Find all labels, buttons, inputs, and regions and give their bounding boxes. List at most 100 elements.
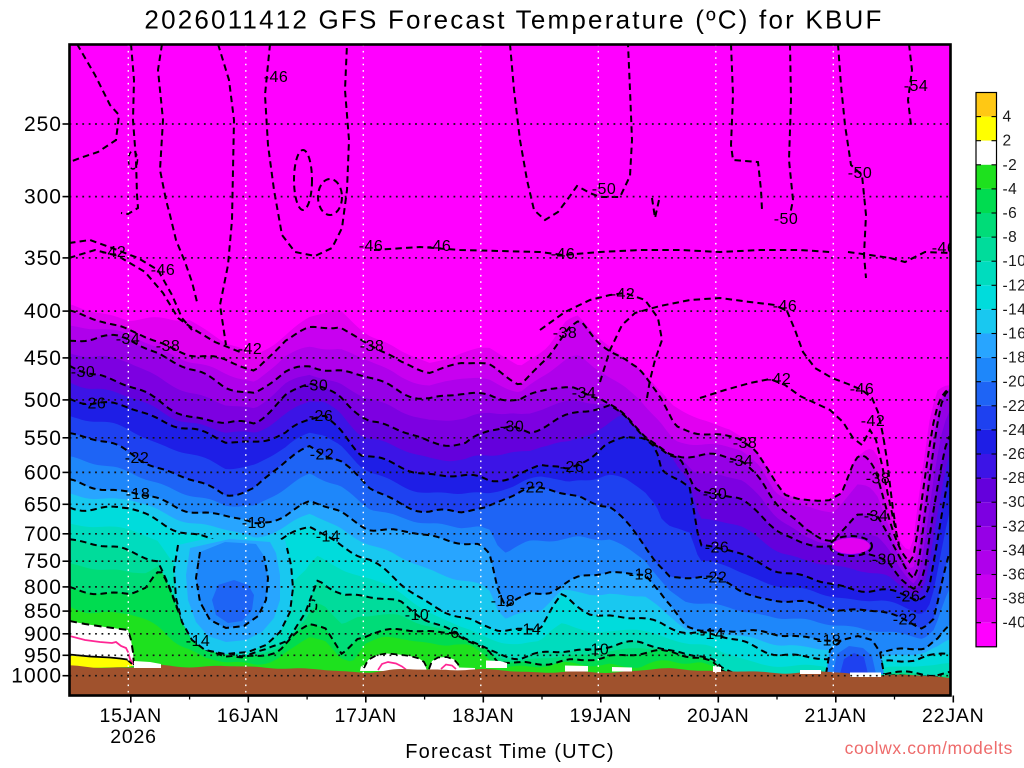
svg-text:-36: -36 — [1003, 567, 1024, 584]
svg-text:17JAN: 17JAN — [335, 705, 398, 727]
svg-text:-10: -10 — [1003, 253, 1024, 270]
svg-text:-30: -30 — [304, 377, 329, 394]
svg-text:-14: -14 — [316, 529, 341, 546]
svg-text:-22: -22 — [310, 446, 335, 463]
svg-text:-50: -50 — [848, 165, 873, 182]
svg-text:-22: -22 — [520, 480, 545, 497]
svg-text:600: 600 — [24, 461, 62, 484]
svg-text:800: 800 — [24, 576, 62, 599]
svg-text:-22: -22 — [703, 569, 728, 586]
svg-text:-34: -34 — [864, 508, 889, 525]
svg-text:2: 2 — [1003, 133, 1012, 150]
svg-text:-38: -38 — [553, 325, 578, 342]
svg-text:Forecast Time (UTC): Forecast Time (UTC) — [405, 741, 614, 763]
svg-text:-34: -34 — [729, 453, 754, 470]
svg-text:750: 750 — [24, 550, 62, 573]
svg-text:-20: -20 — [1003, 374, 1024, 391]
svg-text:850: 850 — [24, 600, 62, 623]
svg-text:-22: -22 — [125, 450, 150, 467]
svg-text:-26: -26 — [1003, 446, 1024, 463]
svg-text:-46: -46 — [427, 238, 452, 255]
svg-text:-16: -16 — [1003, 326, 1024, 343]
svg-text:-26: -26 — [560, 459, 585, 476]
svg-text:550: 550 — [24, 427, 62, 450]
svg-text:-46: -46 — [151, 262, 176, 279]
svg-text:-18: -18 — [1003, 350, 1024, 367]
svg-text:18JAN: 18JAN — [452, 705, 515, 727]
svg-text:-46: -46 — [932, 240, 957, 257]
svg-text:22JAN: 22JAN — [922, 705, 985, 727]
svg-text:-10: -10 — [405, 607, 430, 624]
svg-text:-32: -32 — [1003, 518, 1024, 535]
svg-text:-42: -42 — [861, 413, 886, 430]
svg-text:2026: 2026 — [110, 726, 157, 748]
svg-text:-42: -42 — [102, 244, 127, 261]
svg-text:2026011412 GFS Forecast Temper: 2026011412 GFS Forecast Temperature (ºC)… — [144, 5, 883, 35]
svg-text:-4: -4 — [1003, 181, 1018, 198]
svg-text:-38: -38 — [1003, 591, 1024, 608]
svg-text:-18: -18 — [242, 515, 267, 532]
svg-text:-38: -38 — [866, 470, 891, 487]
svg-text:-38: -38 — [733, 435, 758, 452]
svg-text:-18: -18 — [817, 633, 842, 650]
svg-text:-54: -54 — [904, 78, 929, 95]
svg-text:-30: -30 — [872, 552, 897, 569]
svg-text:-26: -26 — [309, 408, 334, 425]
svg-text:-30: -30 — [1003, 494, 1024, 511]
svg-text:-42: -42 — [238, 341, 263, 358]
svg-text:-30: -30 — [500, 418, 525, 435]
svg-text:-50: -50 — [774, 211, 799, 228]
svg-text:20JAN: 20JAN — [687, 705, 750, 727]
svg-text:350: 350 — [24, 247, 62, 270]
svg-text:-34: -34 — [116, 331, 141, 348]
svg-text:-46: -46 — [264, 69, 289, 86]
svg-text:-46: -46 — [359, 238, 384, 255]
svg-text:300: 300 — [24, 186, 62, 209]
svg-text:-46: -46 — [850, 381, 875, 398]
svg-text:-18: -18 — [629, 567, 654, 584]
svg-text:-42: -42 — [767, 371, 792, 388]
svg-text:-42: -42 — [611, 286, 636, 303]
svg-text:-30: -30 — [71, 364, 96, 381]
svg-text:450: 450 — [24, 347, 62, 370]
svg-text:-26: -26 — [82, 396, 107, 413]
svg-text:19JAN: 19JAN — [570, 705, 633, 727]
svg-text:-14: -14 — [186, 633, 211, 650]
svg-text:4: 4 — [1003, 109, 1012, 126]
svg-text:-34: -34 — [1003, 542, 1024, 559]
svg-text:-26: -26 — [705, 540, 730, 557]
svg-text:coolwx.com/modelts: coolwx.com/modelts — [845, 738, 1013, 758]
svg-text:15JAN: 15JAN — [100, 705, 163, 727]
svg-text:-8: -8 — [1003, 229, 1018, 246]
svg-text:-28: -28 — [1003, 470, 1024, 487]
svg-text:-12: -12 — [1003, 277, 1024, 294]
svg-text:650: 650 — [24, 493, 62, 516]
svg-text:500: 500 — [24, 389, 62, 412]
svg-text:-24: -24 — [1003, 422, 1024, 439]
svg-text:-46: -46 — [551, 246, 576, 263]
svg-text:-50: -50 — [592, 181, 617, 198]
svg-text:-18: -18 — [126, 486, 151, 503]
svg-text:-34: -34 — [572, 385, 597, 402]
svg-text:-22: -22 — [1003, 398, 1024, 415]
svg-text:900: 900 — [24, 623, 62, 646]
svg-text:-6: -6 — [444, 625, 459, 642]
svg-text:-38: -38 — [360, 338, 385, 355]
svg-text:950: 950 — [24, 644, 62, 667]
svg-text:-46: -46 — [773, 298, 798, 315]
svg-text:250: 250 — [24, 113, 62, 136]
svg-text:700: 700 — [24, 523, 62, 546]
svg-text:16JAN: 16JAN — [217, 705, 280, 727]
svg-text:-2: -2 — [1003, 157, 1018, 174]
svg-text:-14: -14 — [700, 626, 725, 643]
svg-text:400: 400 — [24, 300, 62, 323]
svg-text:-14: -14 — [1003, 301, 1024, 318]
svg-text:-38: -38 — [156, 338, 181, 355]
svg-text:-22: -22 — [893, 612, 918, 629]
svg-text:-14: -14 — [517, 621, 542, 638]
svg-text:-10: -10 — [585, 641, 610, 658]
svg-text:-26: -26 — [896, 589, 921, 606]
svg-text:-18: -18 — [491, 593, 516, 610]
svg-text:21JAN: 21JAN — [805, 705, 868, 727]
svg-text:1000: 1000 — [11, 665, 62, 688]
